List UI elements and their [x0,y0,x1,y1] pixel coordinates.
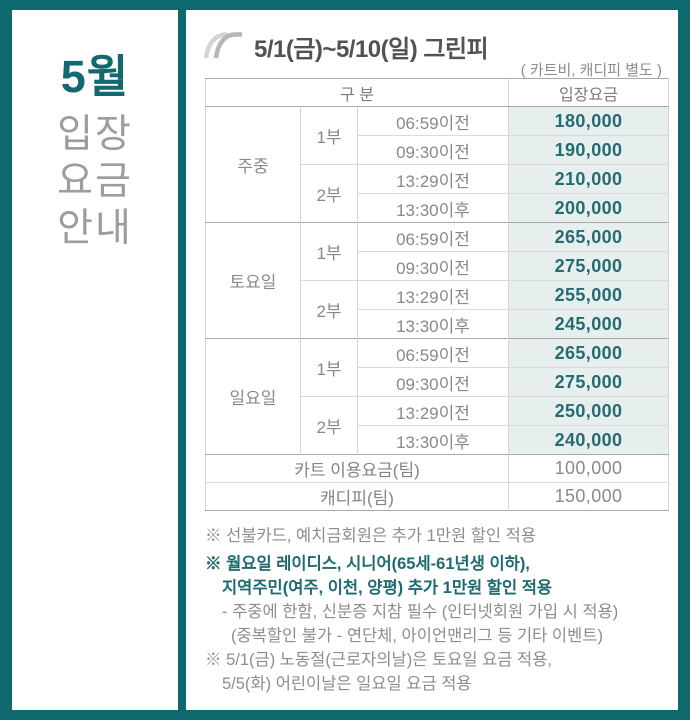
table-row: 캐디피(팀) 150,000 [205,482,669,511]
golf-swing-arcs-icon [203,29,243,64]
table-row: 09:30이전 275,000 [206,367,669,397]
table-row: 2부 13:29이전 250,000 [206,396,669,455]
table-row: 카트 이용요금(팀) 100,000 [205,454,669,483]
price-cell: 275,000 [508,251,669,281]
price-cell: 240,000 [508,425,669,455]
main-content: 5/1(금)~5/10(일) 그린피 ( 카트비, 캐디피 별도 ) 구 분 입… [186,10,678,710]
table-row: 13:30이후 240,000 [206,425,669,455]
time-cell: 13:29이전 [357,396,509,426]
price-cell: 265,000 [508,338,669,368]
price-cell: 190,000 [508,135,669,165]
time-cell: 13:29이전 [357,280,509,310]
part-cell: 1부 [300,338,358,397]
day-cell: 일요일 [205,338,301,455]
fee-table: 구 분 입장요금 주중 1부 06:59이전 180,000 09:30이전 1… [205,78,669,511]
price-cell: 200,000 [508,193,669,223]
table-row: 토요일 1부 06:59이전 265,000 [205,222,669,339]
table-row: 주중 1부 06:59이전 180,000 [205,106,669,223]
part-cell: 2부 [300,164,358,223]
extra-price-cell: 100,000 [508,454,669,483]
time-cell: 13:30이후 [357,309,509,339]
price-cell: 275,000 [508,367,669,397]
time-cell: 09:30이전 [357,251,509,281]
table-row: 13:30이후 200,000 [206,193,669,223]
page-header: 5/1(금)~5/10(일) 그린피 [203,29,489,64]
note-line: ※ 선불카드, 예치금회원은 추가 1만원 할인 적용 [205,527,537,545]
table-header-row: 구 분 입장요금 [205,78,669,107]
vertical-divider [178,0,186,720]
page-title: 5/1(금)~5/10(일) 그린피 [254,36,489,63]
part-cell: 1부 [300,106,358,165]
price-cell: 210,000 [508,164,669,194]
note-line: 5/5(화) 어린이날은 일요일 요금 적용 [222,675,472,693]
sidebar: 5월 입장 요금 안내 [12,10,178,710]
part-cell: 1부 [300,222,358,281]
sidebar-title-line: 요금 [57,160,133,203]
fee-exclusion-note: ( 카트비, 캐디피 별도 ) [520,62,662,79]
day-cell: 토요일 [205,222,301,339]
time-cell: 13:29이전 [357,164,509,194]
part-cell: 2부 [300,396,358,455]
note-line: ※ 5/1(금) 노동절(근로자의날)은 토요일 요금 적용, [205,651,552,669]
price-cell: 265,000 [508,222,669,252]
extra-label-cell: 캐디피(팀) [205,482,509,511]
month-label: 5월 [60,51,130,102]
price-cell: 250,000 [508,396,669,426]
time-cell: 09:30이전 [357,135,509,165]
sidebar-title-line: 안내 [57,207,133,250]
extra-price-cell: 150,000 [508,482,669,511]
day-cell: 주중 [205,106,301,223]
table-row: 2부 13:29이전 255,000 [206,280,669,339]
column-header-fee: 입장요금 [508,78,669,107]
time-cell: 06:59이전 [357,338,509,368]
note-line: (중복할인 불가 - 연단체, 아이언맨리그 등 기타 이벤트) [231,627,603,645]
table-row: 13:30이후 245,000 [206,309,669,339]
time-cell: 13:30이후 [357,193,509,223]
table-row: 09:30이전 275,000 [206,251,669,281]
price-cell: 180,000 [508,106,669,136]
table-row: 일요일 1부 06:59이전 265,000 [205,338,669,455]
sidebar-title: 입장 요금 안내 [12,111,178,252]
time-cell: 06:59이전 [357,106,509,136]
sidebar-title-line: 입장 [57,113,133,156]
extra-label-cell: 카트 이용요금(팀) [205,454,509,483]
price-cell: 255,000 [508,280,669,310]
note-line: - 주중에 한함, 신분증 지참 필수 (인터넷회원 가입 시 적용) [222,603,619,621]
table-row: 09:30이전 190,000 [206,135,669,165]
time-cell: 09:30이전 [357,367,509,397]
note-line: ※ 월요일 레이디스, 시니어(65세-61년생 이하), [205,555,530,573]
time-cell: 06:59이전 [357,222,509,252]
footnotes: ※ 선불카드, 예치금회원은 추가 1만원 할인 적용 ※ 월요일 레이디스, … [205,524,667,696]
price-cell: 245,000 [508,309,669,339]
column-header-category: 구 분 [205,78,509,107]
table-row: 2부 13:29이전 210,000 [206,164,669,223]
note-line: 지역주민(여주, 이천, 양평) 추가 1만원 할인 적용 [222,579,553,597]
part-cell: 2부 [300,280,358,339]
time-cell: 13:30이후 [357,425,509,455]
